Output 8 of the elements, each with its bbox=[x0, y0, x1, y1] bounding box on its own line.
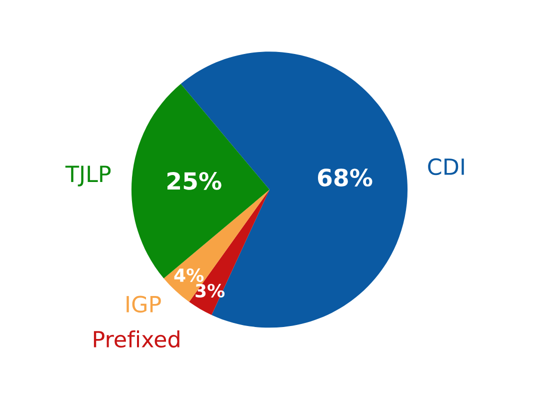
slice-label: CDI bbox=[428, 158, 464, 176]
slice-label: Prefixed bbox=[94, 330, 180, 348]
data-label: 68% bbox=[318, 168, 372, 186]
data-label: 25% bbox=[167, 172, 222, 190]
slice-label: TJLP bbox=[65, 166, 111, 186]
slice-label: IGP bbox=[126, 296, 161, 313]
data-label: 4% bbox=[174, 268, 204, 282]
pie-slice bbox=[164, 190, 270, 302]
